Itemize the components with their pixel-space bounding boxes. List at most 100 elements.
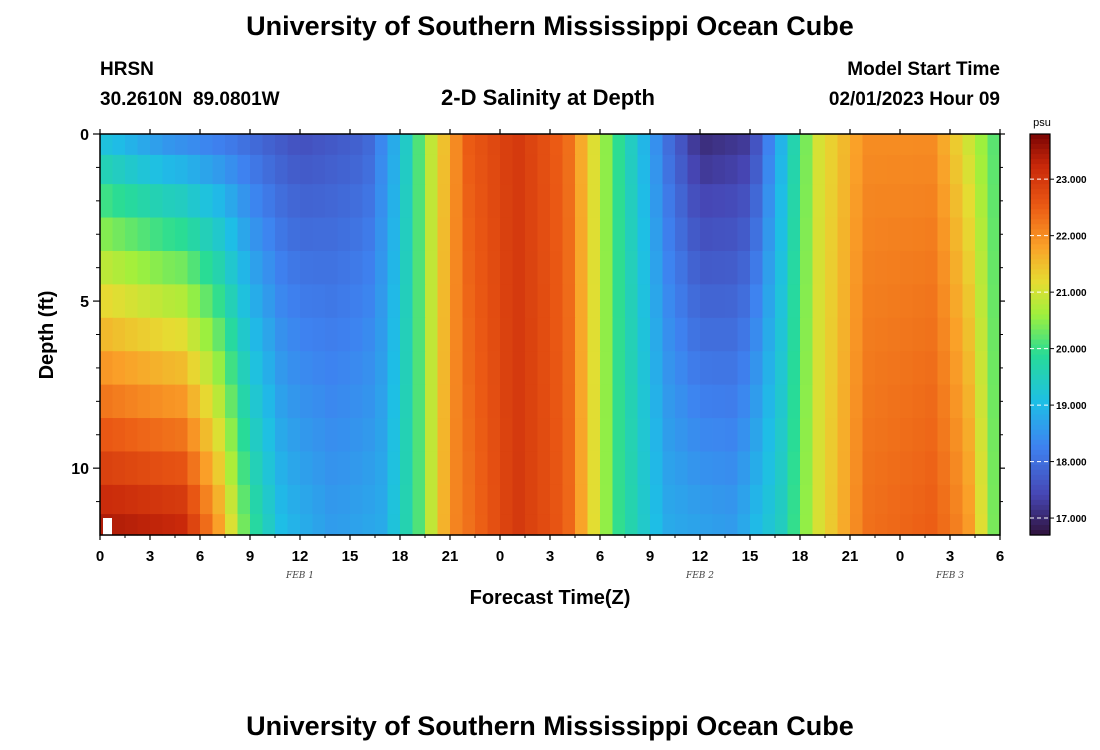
heatmap-cell xyxy=(837,484,851,515)
heatmap-cell xyxy=(275,484,289,515)
heatmap-cell xyxy=(612,514,626,536)
heatmap-cell xyxy=(287,418,301,453)
heatmap-cell xyxy=(937,184,951,219)
heatmap-cell xyxy=(937,484,951,515)
heatmap-cell xyxy=(900,250,914,285)
x-tick-label: 0 xyxy=(96,548,104,565)
heatmap-cell xyxy=(587,418,601,453)
heatmap-cell xyxy=(612,184,626,219)
heatmap-cell xyxy=(675,418,689,453)
heatmap-cell xyxy=(200,514,214,536)
heatmap-cell xyxy=(650,451,664,486)
heatmap-cell xyxy=(837,250,851,285)
heatmap-cell xyxy=(850,351,864,386)
colorbar-segment xyxy=(1030,464,1050,471)
colorbar-segment xyxy=(1030,439,1050,446)
heatmap-cell xyxy=(800,134,814,156)
heatmap-cell xyxy=(500,384,514,419)
heatmap-cell xyxy=(362,384,376,419)
heatmap-cell xyxy=(962,451,976,486)
colorbar-segment xyxy=(1030,224,1050,230)
heatmap-cell xyxy=(987,184,1001,219)
heatmap-cell xyxy=(262,217,276,252)
heatmap-cell xyxy=(237,317,251,352)
colorbar-segment xyxy=(1030,154,1050,160)
heatmap-cell xyxy=(112,154,126,185)
heatmap-cell xyxy=(725,217,739,252)
heatmap-cell xyxy=(962,351,976,386)
heatmap-cell xyxy=(225,317,239,352)
colorbar-tick-label: 19.000 xyxy=(1056,401,1087,412)
y-tick-label: 10 xyxy=(71,461,89,478)
heatmap-cell xyxy=(925,134,939,156)
heatmap-cell xyxy=(150,451,164,486)
heatmap-cell xyxy=(400,418,414,453)
heatmap-cell xyxy=(387,284,401,319)
y-axis-label: Depth (ft) xyxy=(36,291,58,380)
colorbar-segment xyxy=(1030,279,1050,285)
heatmap-cell xyxy=(787,514,801,536)
heatmap-cell xyxy=(275,154,289,185)
heatmap-cell xyxy=(350,284,364,319)
x-tick-label: 0 xyxy=(496,548,504,565)
heatmap-cell xyxy=(550,250,564,285)
colorbar-segment xyxy=(1030,394,1050,401)
heatmap-cell xyxy=(237,217,251,252)
colorbar-segment xyxy=(1030,184,1050,190)
x-tick-label: 6 xyxy=(596,548,604,565)
heatmap-cell xyxy=(262,451,276,486)
heatmap-cell xyxy=(400,284,414,319)
heatmap-cell xyxy=(100,284,114,319)
heatmap-cell xyxy=(937,154,951,185)
heatmap-cell xyxy=(337,451,351,486)
colorbar-segment xyxy=(1030,479,1050,486)
heatmap-cell xyxy=(987,217,1001,252)
heatmap-cell xyxy=(712,317,726,352)
heatmap-cell xyxy=(950,514,964,536)
heatmap-cell xyxy=(725,250,739,285)
heatmap-cell xyxy=(125,384,139,419)
heatmap-cell xyxy=(687,184,701,219)
heatmap-cell xyxy=(212,184,226,219)
heatmap-cell xyxy=(537,284,551,319)
heatmap-cell xyxy=(150,134,164,156)
colorbar-frame xyxy=(1029,133,1051,536)
heatmap-cell xyxy=(125,317,139,352)
heatmap-cell xyxy=(187,250,201,285)
heatmap-cell xyxy=(962,514,976,536)
heatmap-cell xyxy=(937,514,951,536)
heatmap-cell xyxy=(275,217,289,252)
x-tick-label: 3 xyxy=(946,548,954,565)
heatmap-cell xyxy=(112,418,126,453)
heatmap-cell xyxy=(562,284,576,319)
heatmap-cell xyxy=(525,134,539,156)
heatmap-cell xyxy=(400,317,414,352)
heatmap-cell xyxy=(987,250,1001,285)
heatmap-cell xyxy=(825,217,839,252)
colorbar-segment xyxy=(1030,389,1050,396)
heatmap-cell xyxy=(762,154,776,185)
heatmap-cell xyxy=(637,284,651,319)
heatmap-cell xyxy=(712,154,726,185)
heatmap-cell xyxy=(475,250,489,285)
heatmap-cell xyxy=(150,317,164,352)
x-tick-label: 18 xyxy=(792,548,809,565)
heatmap-cell xyxy=(700,217,714,252)
heatmap-cell xyxy=(700,134,714,156)
heatmap-cell xyxy=(762,250,776,285)
heatmap-cell xyxy=(987,514,1001,536)
heatmap-cell xyxy=(800,250,814,285)
x-tick-label: 21 xyxy=(842,548,859,565)
heatmap-cell xyxy=(637,250,651,285)
heatmap-cell xyxy=(912,514,926,536)
heatmap-cell xyxy=(375,514,389,536)
heatmap-cell xyxy=(437,451,451,486)
heatmap-cell xyxy=(375,317,389,352)
heatmap-cell xyxy=(637,484,651,515)
heatmap-cell xyxy=(700,317,714,352)
heatmap-cell xyxy=(225,384,239,419)
colorbar-segment xyxy=(1030,384,1050,391)
heatmap-cell xyxy=(300,317,314,352)
heatmap-cell xyxy=(412,351,426,386)
heatmap-cell xyxy=(725,418,739,453)
